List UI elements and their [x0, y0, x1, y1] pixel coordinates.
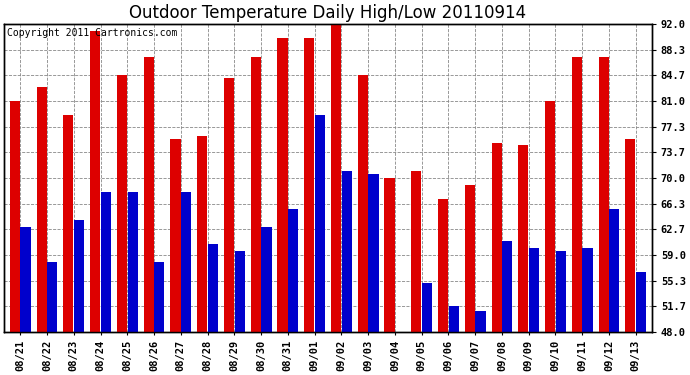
Bar — [342, 171, 352, 332]
Bar — [465, 185, 475, 332]
Bar — [144, 57, 154, 332]
Bar — [555, 251, 566, 332]
Bar — [368, 174, 379, 332]
Bar — [609, 209, 620, 332]
Bar — [155, 262, 164, 332]
Bar — [545, 101, 555, 332]
Bar — [384, 178, 395, 332]
Bar — [47, 262, 57, 332]
Bar — [411, 171, 422, 332]
Text: Copyright 2011 Cartronics.com: Copyright 2011 Cartronics.com — [8, 28, 178, 38]
Bar — [598, 57, 609, 332]
Bar — [197, 136, 207, 332]
Bar — [250, 57, 261, 332]
Bar — [170, 139, 181, 332]
Bar — [63, 115, 73, 332]
Bar — [448, 306, 459, 332]
Bar — [491, 143, 502, 332]
Bar — [37, 87, 47, 332]
Bar — [438, 199, 448, 332]
Bar — [181, 192, 191, 332]
Bar — [315, 115, 325, 332]
Bar — [529, 248, 539, 332]
Bar — [277, 38, 288, 332]
Bar — [235, 251, 245, 332]
Bar — [262, 227, 272, 332]
Bar — [224, 78, 234, 332]
Bar — [572, 57, 582, 332]
Bar — [502, 241, 513, 332]
Bar — [625, 139, 635, 332]
Bar — [582, 248, 593, 332]
Bar — [117, 75, 127, 332]
Bar — [128, 192, 138, 332]
Bar — [101, 192, 111, 332]
Bar — [422, 283, 432, 332]
Bar — [331, 24, 341, 332]
Bar — [74, 220, 84, 332]
Bar — [21, 227, 30, 332]
Bar — [10, 101, 20, 332]
Bar — [518, 145, 529, 332]
Bar — [90, 31, 100, 332]
Bar — [288, 209, 298, 332]
Bar — [636, 272, 647, 332]
Title: Outdoor Temperature Daily High/Low 20110914: Outdoor Temperature Daily High/Low 20110… — [130, 4, 526, 22]
Bar — [357, 75, 368, 332]
Bar — [475, 311, 486, 332]
Bar — [208, 244, 218, 332]
Bar — [304, 38, 315, 332]
